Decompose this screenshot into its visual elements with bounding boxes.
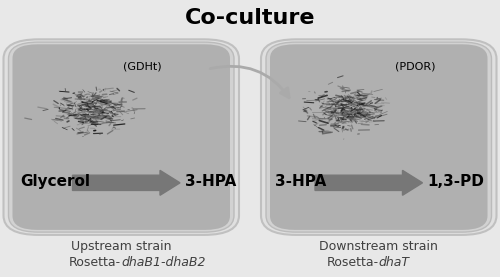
FancyBboxPatch shape <box>8 42 234 232</box>
Text: (PDOR): (PDOR) <box>395 61 435 71</box>
FancyArrow shape <box>72 170 180 195</box>
Text: Co-culture: Co-culture <box>185 8 316 28</box>
Text: dhaT: dhaT <box>379 256 410 269</box>
Text: dhaB1-dhaB2: dhaB1-dhaB2 <box>121 256 206 269</box>
Text: Downstream strain: Downstream strain <box>320 240 438 253</box>
FancyArrowPatch shape <box>210 66 289 98</box>
Text: 1,3-PD: 1,3-PD <box>428 174 484 189</box>
Text: 3-HPA: 3-HPA <box>185 174 236 189</box>
FancyBboxPatch shape <box>266 42 492 232</box>
FancyBboxPatch shape <box>270 44 488 230</box>
Text: Upstream strain: Upstream strain <box>71 240 172 253</box>
FancyArrow shape <box>315 170 422 195</box>
Text: (GDHt): (GDHt) <box>123 61 162 71</box>
Text: Rosetta-: Rosetta- <box>326 256 379 269</box>
FancyBboxPatch shape <box>12 44 230 230</box>
Text: Glycerol: Glycerol <box>20 174 90 189</box>
FancyBboxPatch shape <box>4 39 239 235</box>
FancyBboxPatch shape <box>261 39 496 235</box>
Text: Rosetta-: Rosetta- <box>69 256 121 269</box>
Text: 3-HPA: 3-HPA <box>275 174 326 189</box>
